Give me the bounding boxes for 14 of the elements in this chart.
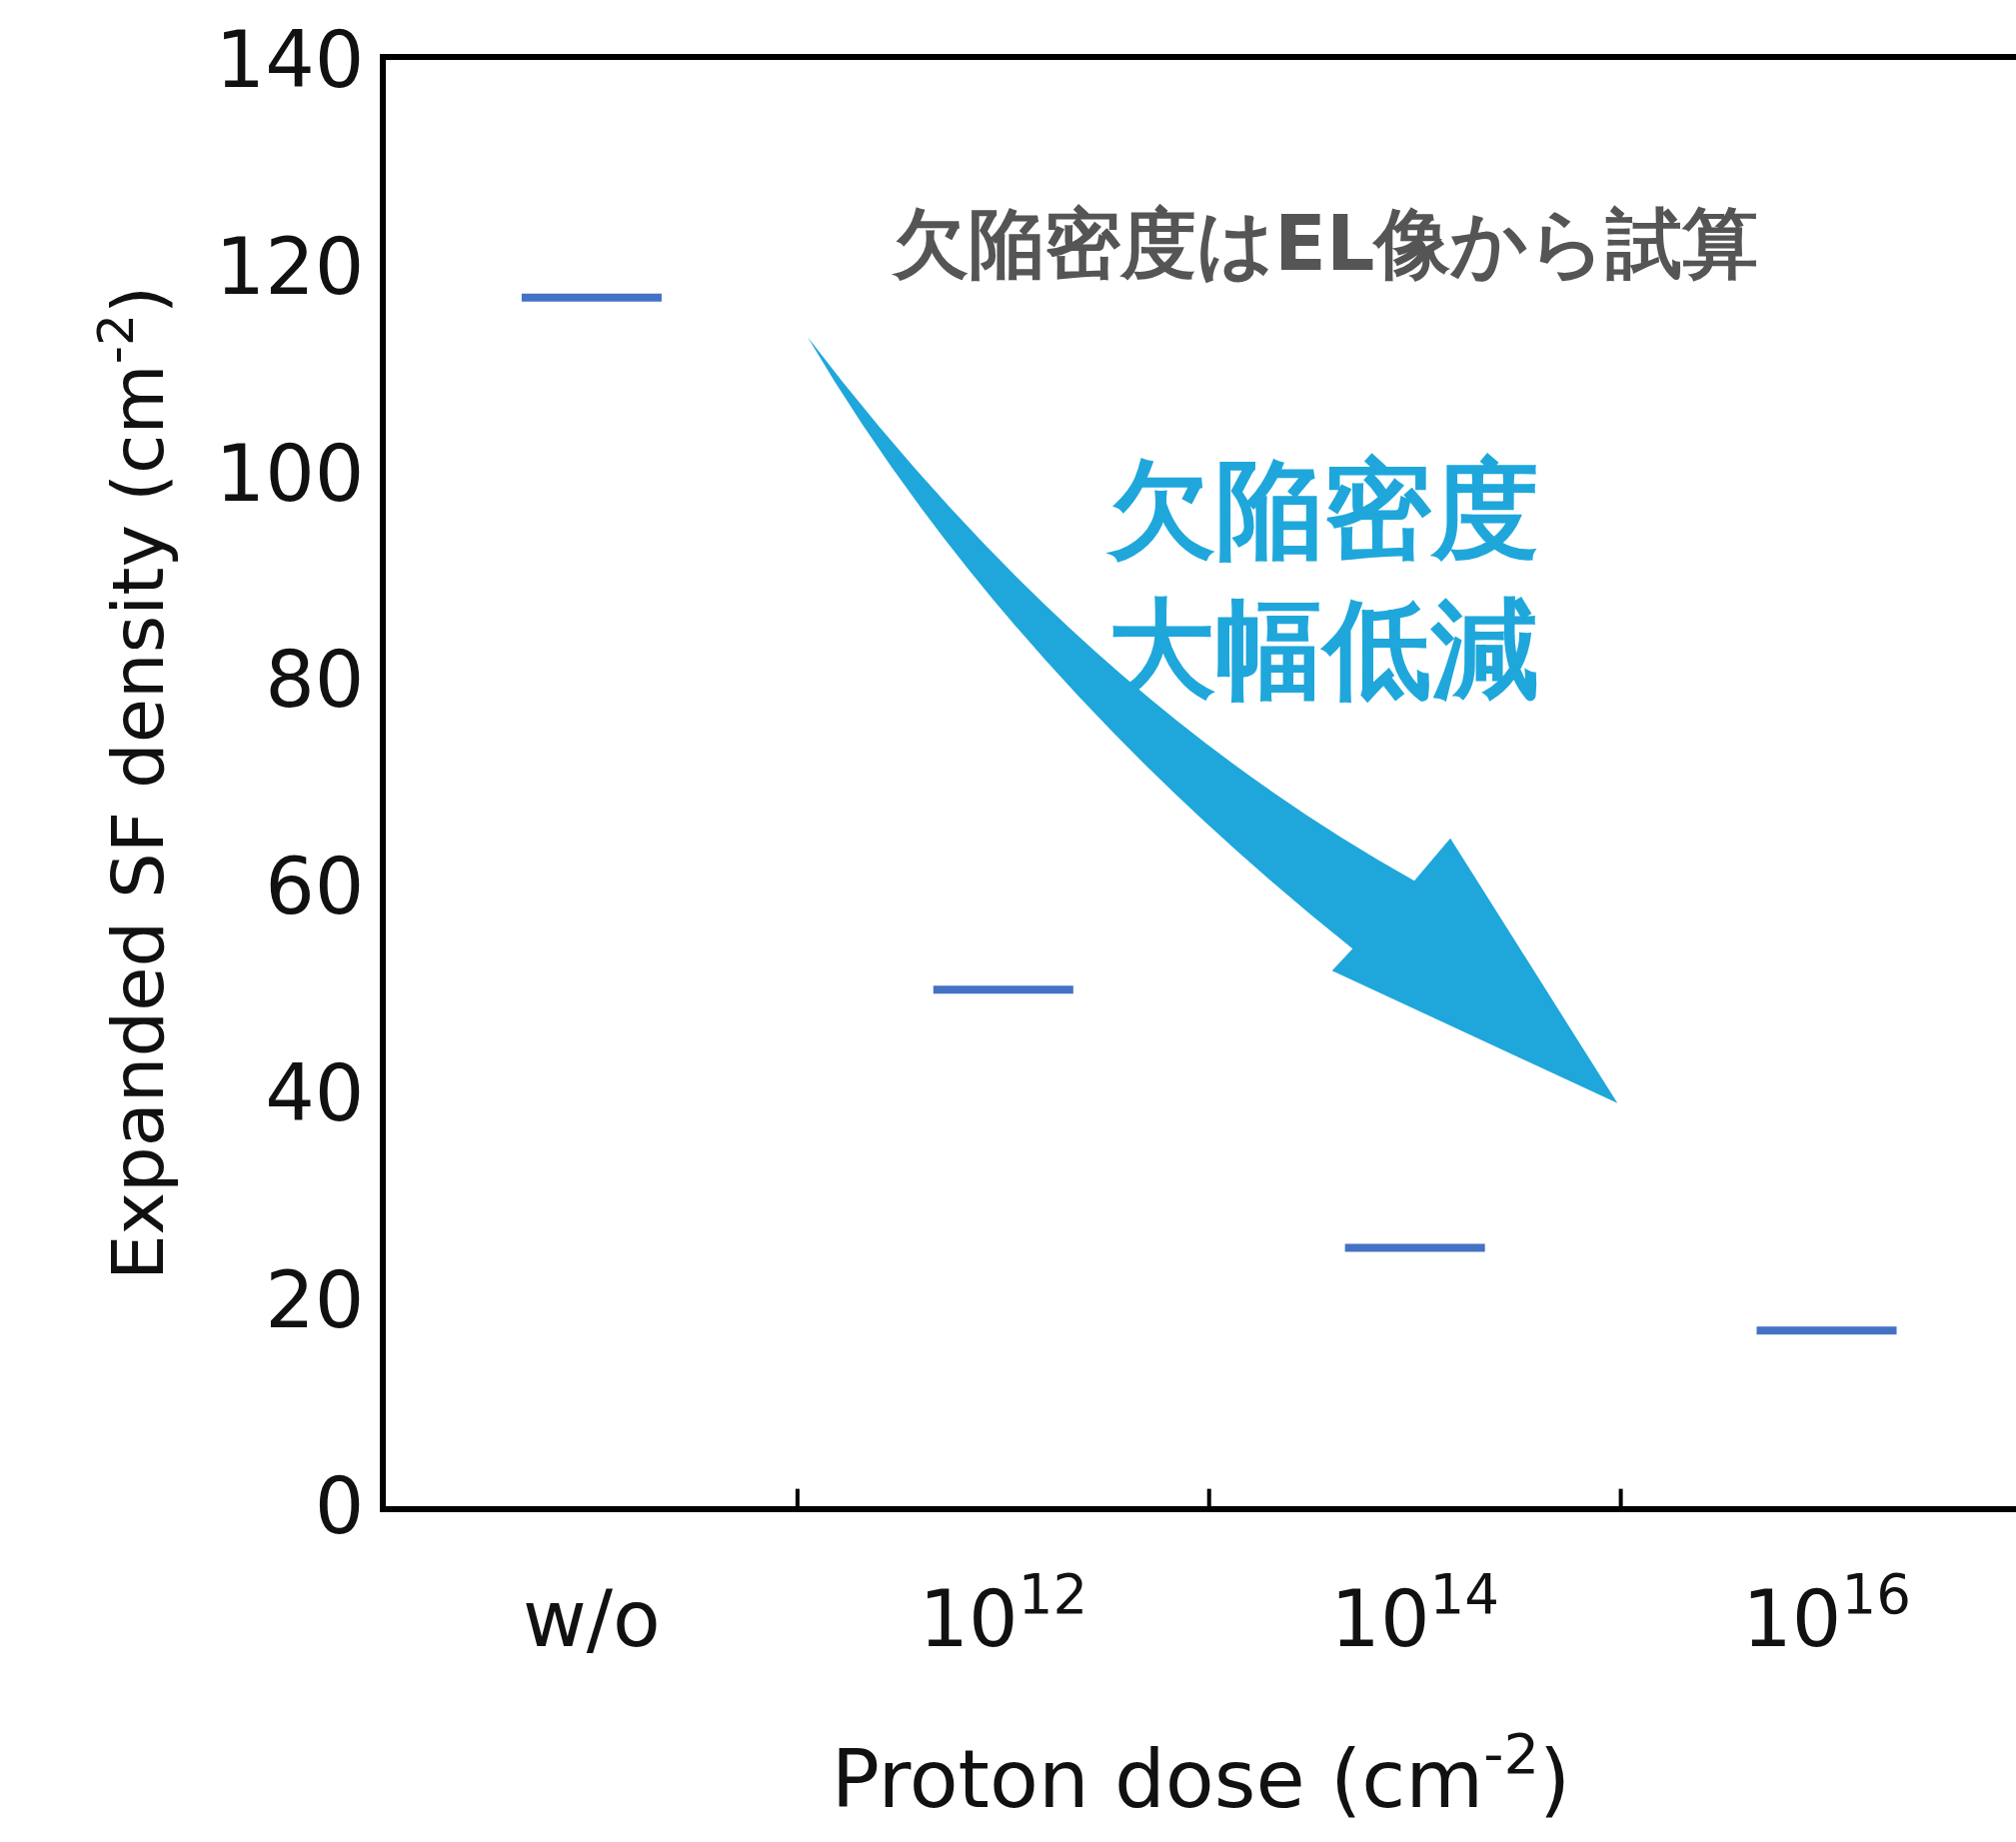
y-tick-label: 0 xyxy=(314,1461,365,1552)
x-axis-title: Proton dose (cm$^{-2}$) xyxy=(831,1721,1571,1826)
y-tick-label: 100 xyxy=(215,428,365,519)
y-tick-label: 60 xyxy=(265,842,365,932)
x-tick-label: w/o xyxy=(523,1573,661,1664)
y-tick-label: 20 xyxy=(265,1254,365,1345)
annotation: 欠陥密度はEL像から試算 xyxy=(891,199,1759,288)
y-tick-label: 80 xyxy=(265,635,365,726)
x-tick-label: 10$^{16}$ xyxy=(1742,1561,1911,1664)
y-tick-label: 120 xyxy=(215,222,365,313)
y-tick-label: 40 xyxy=(265,1047,365,1138)
y-tick-label: 140 xyxy=(215,15,365,106)
x-tick-label: 10$^{12}$ xyxy=(919,1561,1088,1664)
x-tick-label: 10$^{14}$ xyxy=(1330,1561,1500,1664)
